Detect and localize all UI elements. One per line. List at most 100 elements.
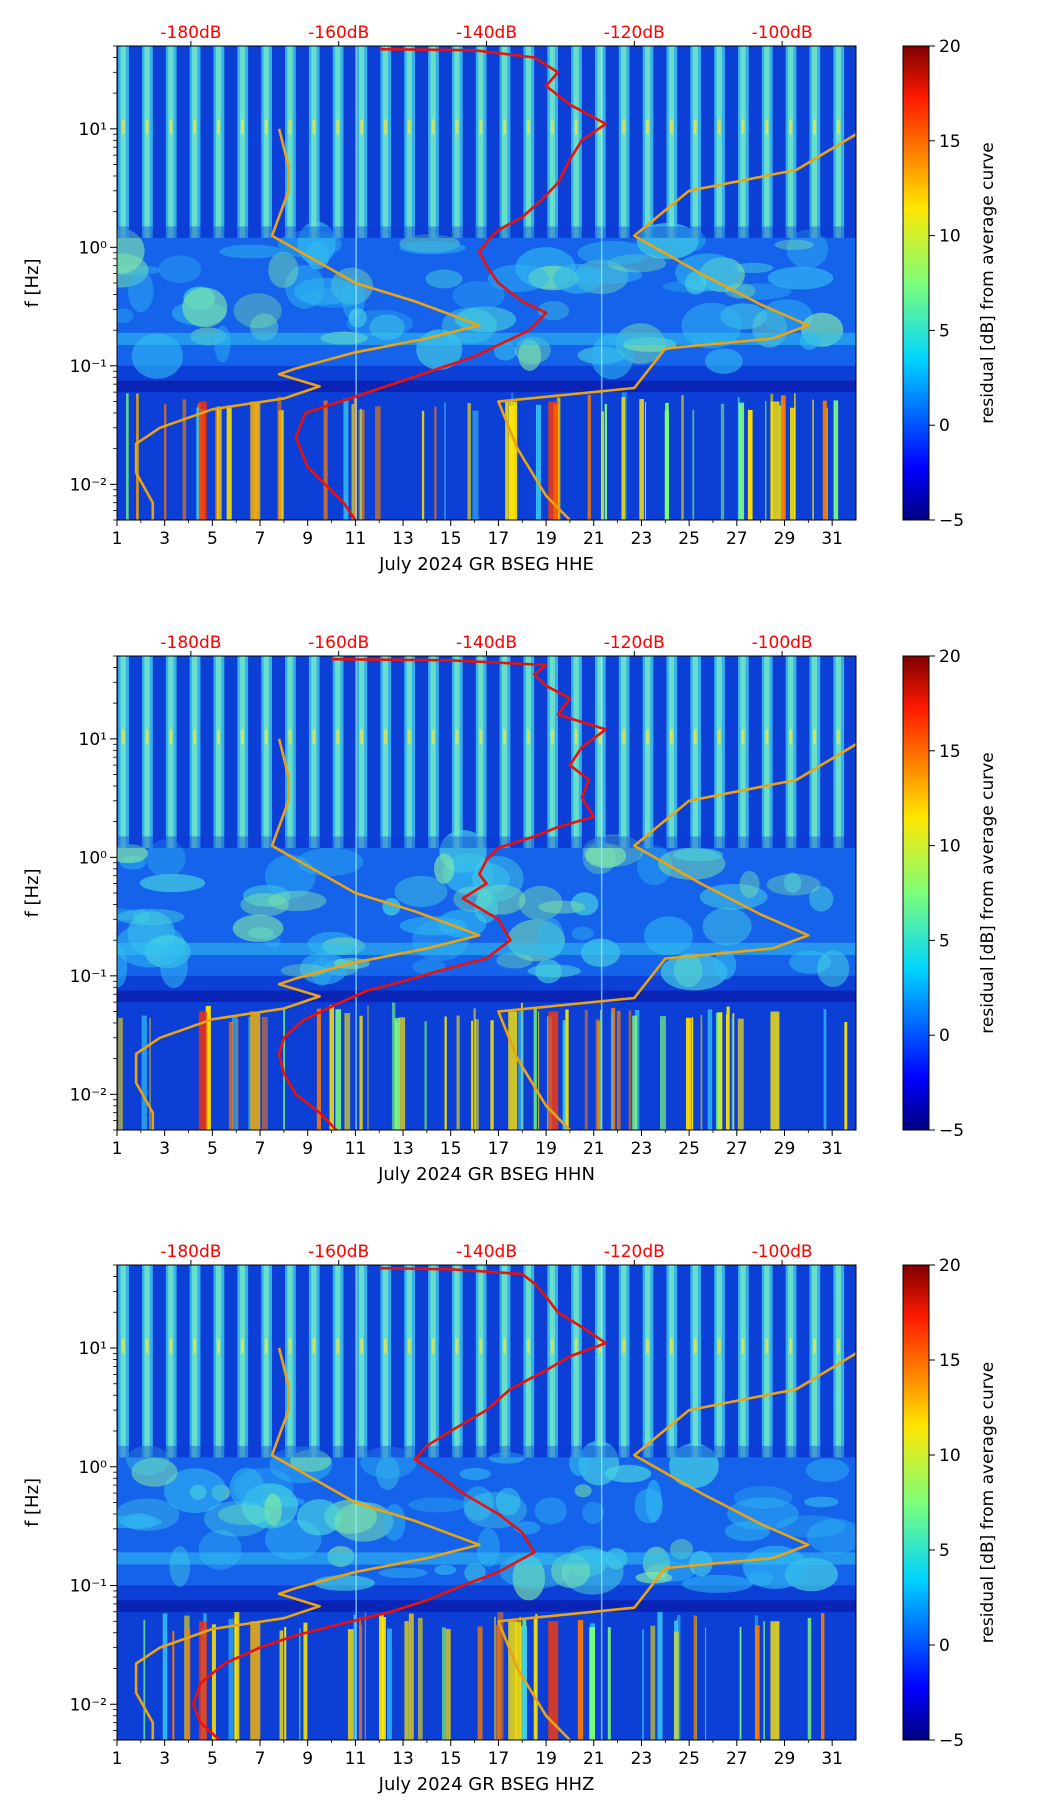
event-streak — [162, 1613, 168, 1740]
event-streak — [473, 1008, 476, 1130]
day-stripe-peak — [169, 1338, 173, 1354]
noise-blob — [660, 953, 728, 991]
day-stripe-peak — [264, 1338, 268, 1354]
colorbar-tick-label: 20 — [939, 37, 961, 57]
day-stripe-core — [311, 1265, 317, 1458]
day-stripe-peak — [145, 1338, 149, 1354]
noise-blob — [132, 909, 150, 924]
day-stripe-peak — [479, 729, 483, 745]
colorbar-label: residual [dB] from average curve — [978, 1362, 998, 1643]
noise-blob — [117, 946, 128, 988]
event-streak — [765, 401, 767, 520]
event-streak — [632, 1015, 637, 1130]
x-tick-label: 25 — [678, 1749, 700, 1769]
day-stripe-peak — [836, 1338, 840, 1354]
event-streak — [421, 410, 425, 520]
day-stripe-peak — [479, 1338, 483, 1354]
noise-curve-red — [192, 1266, 608, 1740]
day-stripe-core — [311, 46, 317, 238]
colorbar-tick-label: −5 — [939, 511, 964, 531]
y-tick-label: 10⁰ — [79, 238, 108, 258]
day-stripe-peak — [813, 1338, 816, 1354]
day-stripe-core — [811, 656, 818, 848]
day-stripe-peak — [455, 1338, 459, 1354]
event-streak — [660, 1016, 666, 1130]
day-stripe-peak — [479, 119, 483, 135]
day-stripe-core — [120, 1265, 126, 1458]
noise-model-curve — [497, 743, 856, 1130]
event-streak — [781, 395, 786, 520]
day-stripe-peak — [789, 119, 793, 135]
event-streak — [387, 1628, 392, 1740]
day-stripe-peak — [193, 1338, 197, 1354]
day-stripe-core — [478, 1265, 484, 1458]
noise-blob — [117, 908, 185, 926]
day-stripe-core — [263, 656, 269, 848]
top-db-label: -140dB — [456, 23, 517, 43]
microseism-streak — [117, 942, 856, 955]
event-streak — [812, 399, 815, 520]
day-stripe-peak — [312, 729, 316, 745]
noise-blob — [289, 1449, 332, 1472]
x-tick-label: 9 — [302, 1749, 313, 1769]
event-streak — [657, 1612, 663, 1740]
event-streak — [494, 1624, 501, 1740]
x-tick-label: 3 — [159, 1139, 170, 1159]
microseism-streak — [117, 1552, 856, 1565]
day-stripe-peak — [670, 729, 673, 745]
day-stripe-peak — [240, 729, 244, 745]
event-streak — [628, 1010, 632, 1130]
day-stripe-core — [192, 46, 198, 238]
day-stripe-peak — [503, 119, 507, 135]
noise-blob — [399, 241, 466, 255]
event-streak — [231, 1016, 238, 1130]
event-streak — [634, 1010, 640, 1130]
event-streak — [234, 1617, 237, 1740]
event-streak — [739, 1626, 742, 1740]
event-streak — [299, 1628, 301, 1740]
x-tick-label: 13 — [392, 1139, 414, 1159]
event-streak — [677, 1614, 681, 1740]
day-stripe-core — [215, 656, 222, 848]
event-streak — [685, 1017, 691, 1130]
x-tick-label: 1 — [112, 1749, 123, 1769]
event-streak — [737, 1018, 744, 1130]
day-stripe-core — [645, 46, 651, 238]
day-stripe-peak — [741, 729, 745, 745]
x-tick-label: 3 — [159, 1749, 170, 1769]
event-streak — [673, 1631, 679, 1740]
event-streak — [335, 1009, 342, 1130]
day-stripe-peak — [240, 1338, 244, 1354]
day-stripe-core — [144, 1265, 150, 1458]
day-stripe-peak — [813, 729, 816, 745]
y-tick-label: 10⁰ — [79, 848, 108, 868]
day-stripe-core — [788, 656, 794, 848]
colorbar-tick-label: 20 — [939, 647, 961, 667]
noise-curve-red — [294, 47, 608, 520]
colorbar-tick-label: 5 — [939, 931, 950, 951]
noise-blob — [571, 926, 594, 940]
day-stripe-core — [549, 1265, 555, 1458]
noise-blob — [553, 263, 603, 294]
noise-blob — [574, 1484, 592, 1498]
noise-blob — [742, 1545, 809, 1590]
event-streak-strong — [198, 1011, 207, 1130]
noise-blob — [682, 1574, 753, 1593]
colorbar-gradient — [902, 45, 930, 521]
x-axis-label: July 2024 GR BSEG HHE — [378, 554, 594, 575]
day-stripe-peak — [527, 729, 530, 745]
top-db-label: -180dB — [160, 1242, 221, 1262]
event-streak — [442, 1627, 446, 1740]
noise-blob — [454, 306, 517, 333]
noise-blob — [382, 1504, 406, 1541]
day-stripe-peak — [240, 119, 244, 135]
day-stripe-peak — [264, 729, 268, 745]
day-stripe-peak — [431, 119, 435, 135]
event-streak — [394, 1018, 400, 1130]
event-streak — [599, 1009, 602, 1130]
noise-blob — [146, 839, 186, 877]
colorbar-tick-label: 15 — [939, 132, 961, 152]
x-tick-label: 7 — [255, 1139, 266, 1159]
noise-blob — [739, 870, 760, 898]
